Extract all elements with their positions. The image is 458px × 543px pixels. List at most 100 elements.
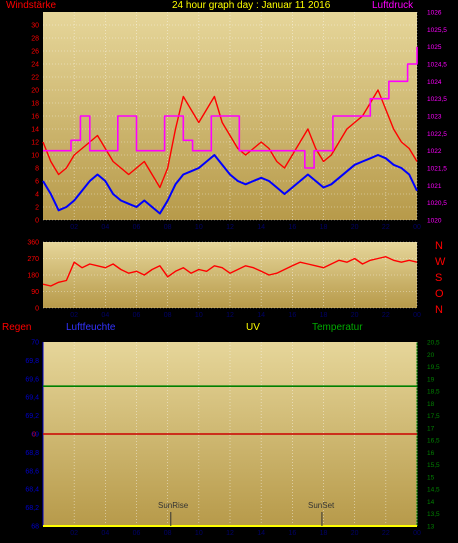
- y-tick-label-wind: 26: [31, 49, 39, 56]
- y-tick-label-temperature: 18: [427, 401, 435, 408]
- x-tick-label: 14: [257, 312, 265, 319]
- y-tick-label-pressure: 1021: [427, 183, 442, 190]
- y-tick-label-temperature: 13: [427, 524, 435, 531]
- regen-label: Regen: [2, 322, 32, 333]
- y-tick-label-temperature: 16: [427, 450, 435, 457]
- x-tick-label: 00: [413, 312, 421, 319]
- direction-label-n-bottom: N: [435, 304, 443, 316]
- y-tick-label-humidity: 69,6: [25, 376, 39, 383]
- y-tick-label-temperature: 13,5: [427, 511, 440, 518]
- y-tick-label-pressure: 1024: [427, 79, 442, 86]
- x-tick-label: 22: [382, 312, 390, 319]
- x-tick-label: 10: [195, 312, 203, 319]
- y-tick-label-direction: 0: [35, 306, 39, 313]
- y-tick-label-temperature: 14: [427, 499, 435, 506]
- y-tick-label-direction: 90: [31, 289, 39, 296]
- sunset-annotation: SunSet: [308, 501, 335, 510]
- x-tick-label: 08: [164, 224, 172, 231]
- y-tick-label-temperature: 15: [427, 474, 435, 481]
- y-tick-label-direction: 360: [27, 240, 39, 247]
- x-tick-label: 02: [70, 312, 78, 319]
- y-tick-label-pressure: 1026: [427, 10, 442, 17]
- direction-label-s: S: [435, 272, 443, 284]
- y-tick-label-wind: 8: [35, 166, 39, 173]
- y-tick-label-temperature: 19: [427, 376, 435, 383]
- x-tick-label: 06: [133, 530, 141, 537]
- y-tick-label-wind: 6: [35, 179, 39, 186]
- x-tick-label: 22: [382, 224, 390, 231]
- rain-zero-tick: 0: [32, 432, 36, 439]
- x-tick-label: 08: [164, 530, 172, 537]
- y-tick-label-wind: 14: [31, 127, 39, 134]
- y-tick-label-humidity: 69,8: [25, 358, 39, 365]
- y-tick-label-wind: 28: [31, 36, 39, 43]
- x-tick-label: 14: [257, 530, 265, 537]
- y-tick-label-humidity: 69: [31, 432, 39, 439]
- x-tick-label: 08: [164, 312, 172, 319]
- luftdruck-label: Luftdruck: [372, 0, 414, 11]
- x-tick-label: 00: [413, 530, 421, 537]
- y-tick-label-pressure: 1022: [427, 148, 442, 155]
- pressure-series: [43, 46, 418, 169]
- y-tick-label-wind: 24: [31, 62, 39, 69]
- y-tick-label-humidity: 69,2: [25, 413, 39, 420]
- x-tick-label: 16: [288, 224, 296, 231]
- x-tick-label: 12: [226, 224, 234, 231]
- y-tick-label-pressure: 1025,5: [427, 27, 447, 34]
- y-tick-label-humidity: 70: [31, 340, 39, 347]
- x-tick-label: 18: [320, 224, 328, 231]
- y-tick-label-wind: 12: [31, 140, 39, 147]
- y-tick-label-pressure: 1020,5: [427, 200, 447, 207]
- x-tick-label: 16: [288, 312, 296, 319]
- x-tick-label: 22: [382, 530, 390, 537]
- wind-gust-series: [42, 89, 418, 189]
- wind-direction-series: [42, 256, 418, 287]
- x-tick-label: 20: [351, 530, 359, 537]
- y-tick-label-pressure: 1022,5: [427, 131, 447, 138]
- y-tick-label-temperature: 17,5: [427, 413, 440, 420]
- y-tick-label-wind: 30: [31, 23, 39, 30]
- y-tick-label-wind: 4: [35, 192, 39, 199]
- y-tick-label-wind: 10: [31, 153, 39, 160]
- x-tick-label: 04: [101, 224, 109, 231]
- y-tick-label-direction: 180: [27, 273, 39, 280]
- x-tick-label: 00: [413, 224, 421, 231]
- y-tick-label-pressure: 1023,5: [427, 96, 447, 103]
- y-tick-label-wind: 22: [31, 75, 39, 82]
- y-tick-label-temperature: 17: [427, 425, 435, 432]
- y-tick-label-temperature: 16,5: [427, 438, 440, 445]
- y-tick-label-pressure: 1023: [427, 114, 442, 121]
- chart-title: 24 hour graph day : Januar 11 2016: [172, 0, 331, 11]
- direction-label-w: W: [435, 256, 446, 268]
- wind-avg-series: [42, 154, 418, 215]
- y-tick-label-temperature: 20: [427, 352, 435, 359]
- y-tick-label-wind: 16: [31, 114, 39, 121]
- x-tick-label: 04: [101, 312, 109, 319]
- x-tick-label: 04: [101, 530, 109, 537]
- x-tick-label: 18: [320, 312, 328, 319]
- x-tick-label: 16: [288, 530, 296, 537]
- y-tick-label-humidity: 68: [31, 524, 39, 531]
- x-tick-label: 18: [320, 530, 328, 537]
- x-tick-label: 14: [257, 224, 265, 231]
- x-tick-label: 10: [195, 224, 203, 231]
- x-tick-label: 06: [133, 224, 141, 231]
- luftfeuchte-label: Luftfeuchte: [66, 322, 116, 333]
- y-tick-label-direction: 270: [27, 256, 39, 263]
- y-tick-label-humidity: 69,4: [25, 395, 39, 402]
- x-tick-label: 20: [351, 312, 359, 319]
- y-tick-label-temperature: 19,5: [427, 364, 440, 371]
- x-tick-label: 20: [351, 224, 359, 231]
- y-tick-label-wind: 0: [35, 218, 39, 225]
- windstaerke-label: Windstärke: [6, 0, 57, 11]
- y-tick-label-wind: 2: [35, 205, 39, 212]
- direction-label-n-top: N: [435, 240, 443, 252]
- temperatur-label: Temperatur: [312, 322, 363, 333]
- x-tick-label: 12: [226, 530, 234, 537]
- y-tick-label-pressure: 1025: [427, 44, 442, 51]
- y-tick-label-pressure: 1024,5: [427, 62, 447, 69]
- y-tick-label-temperature: 14,5: [427, 487, 440, 494]
- y-tick-label-humidity: 68,8: [25, 450, 39, 457]
- y-tick-label-temperature: 15,5: [427, 462, 440, 469]
